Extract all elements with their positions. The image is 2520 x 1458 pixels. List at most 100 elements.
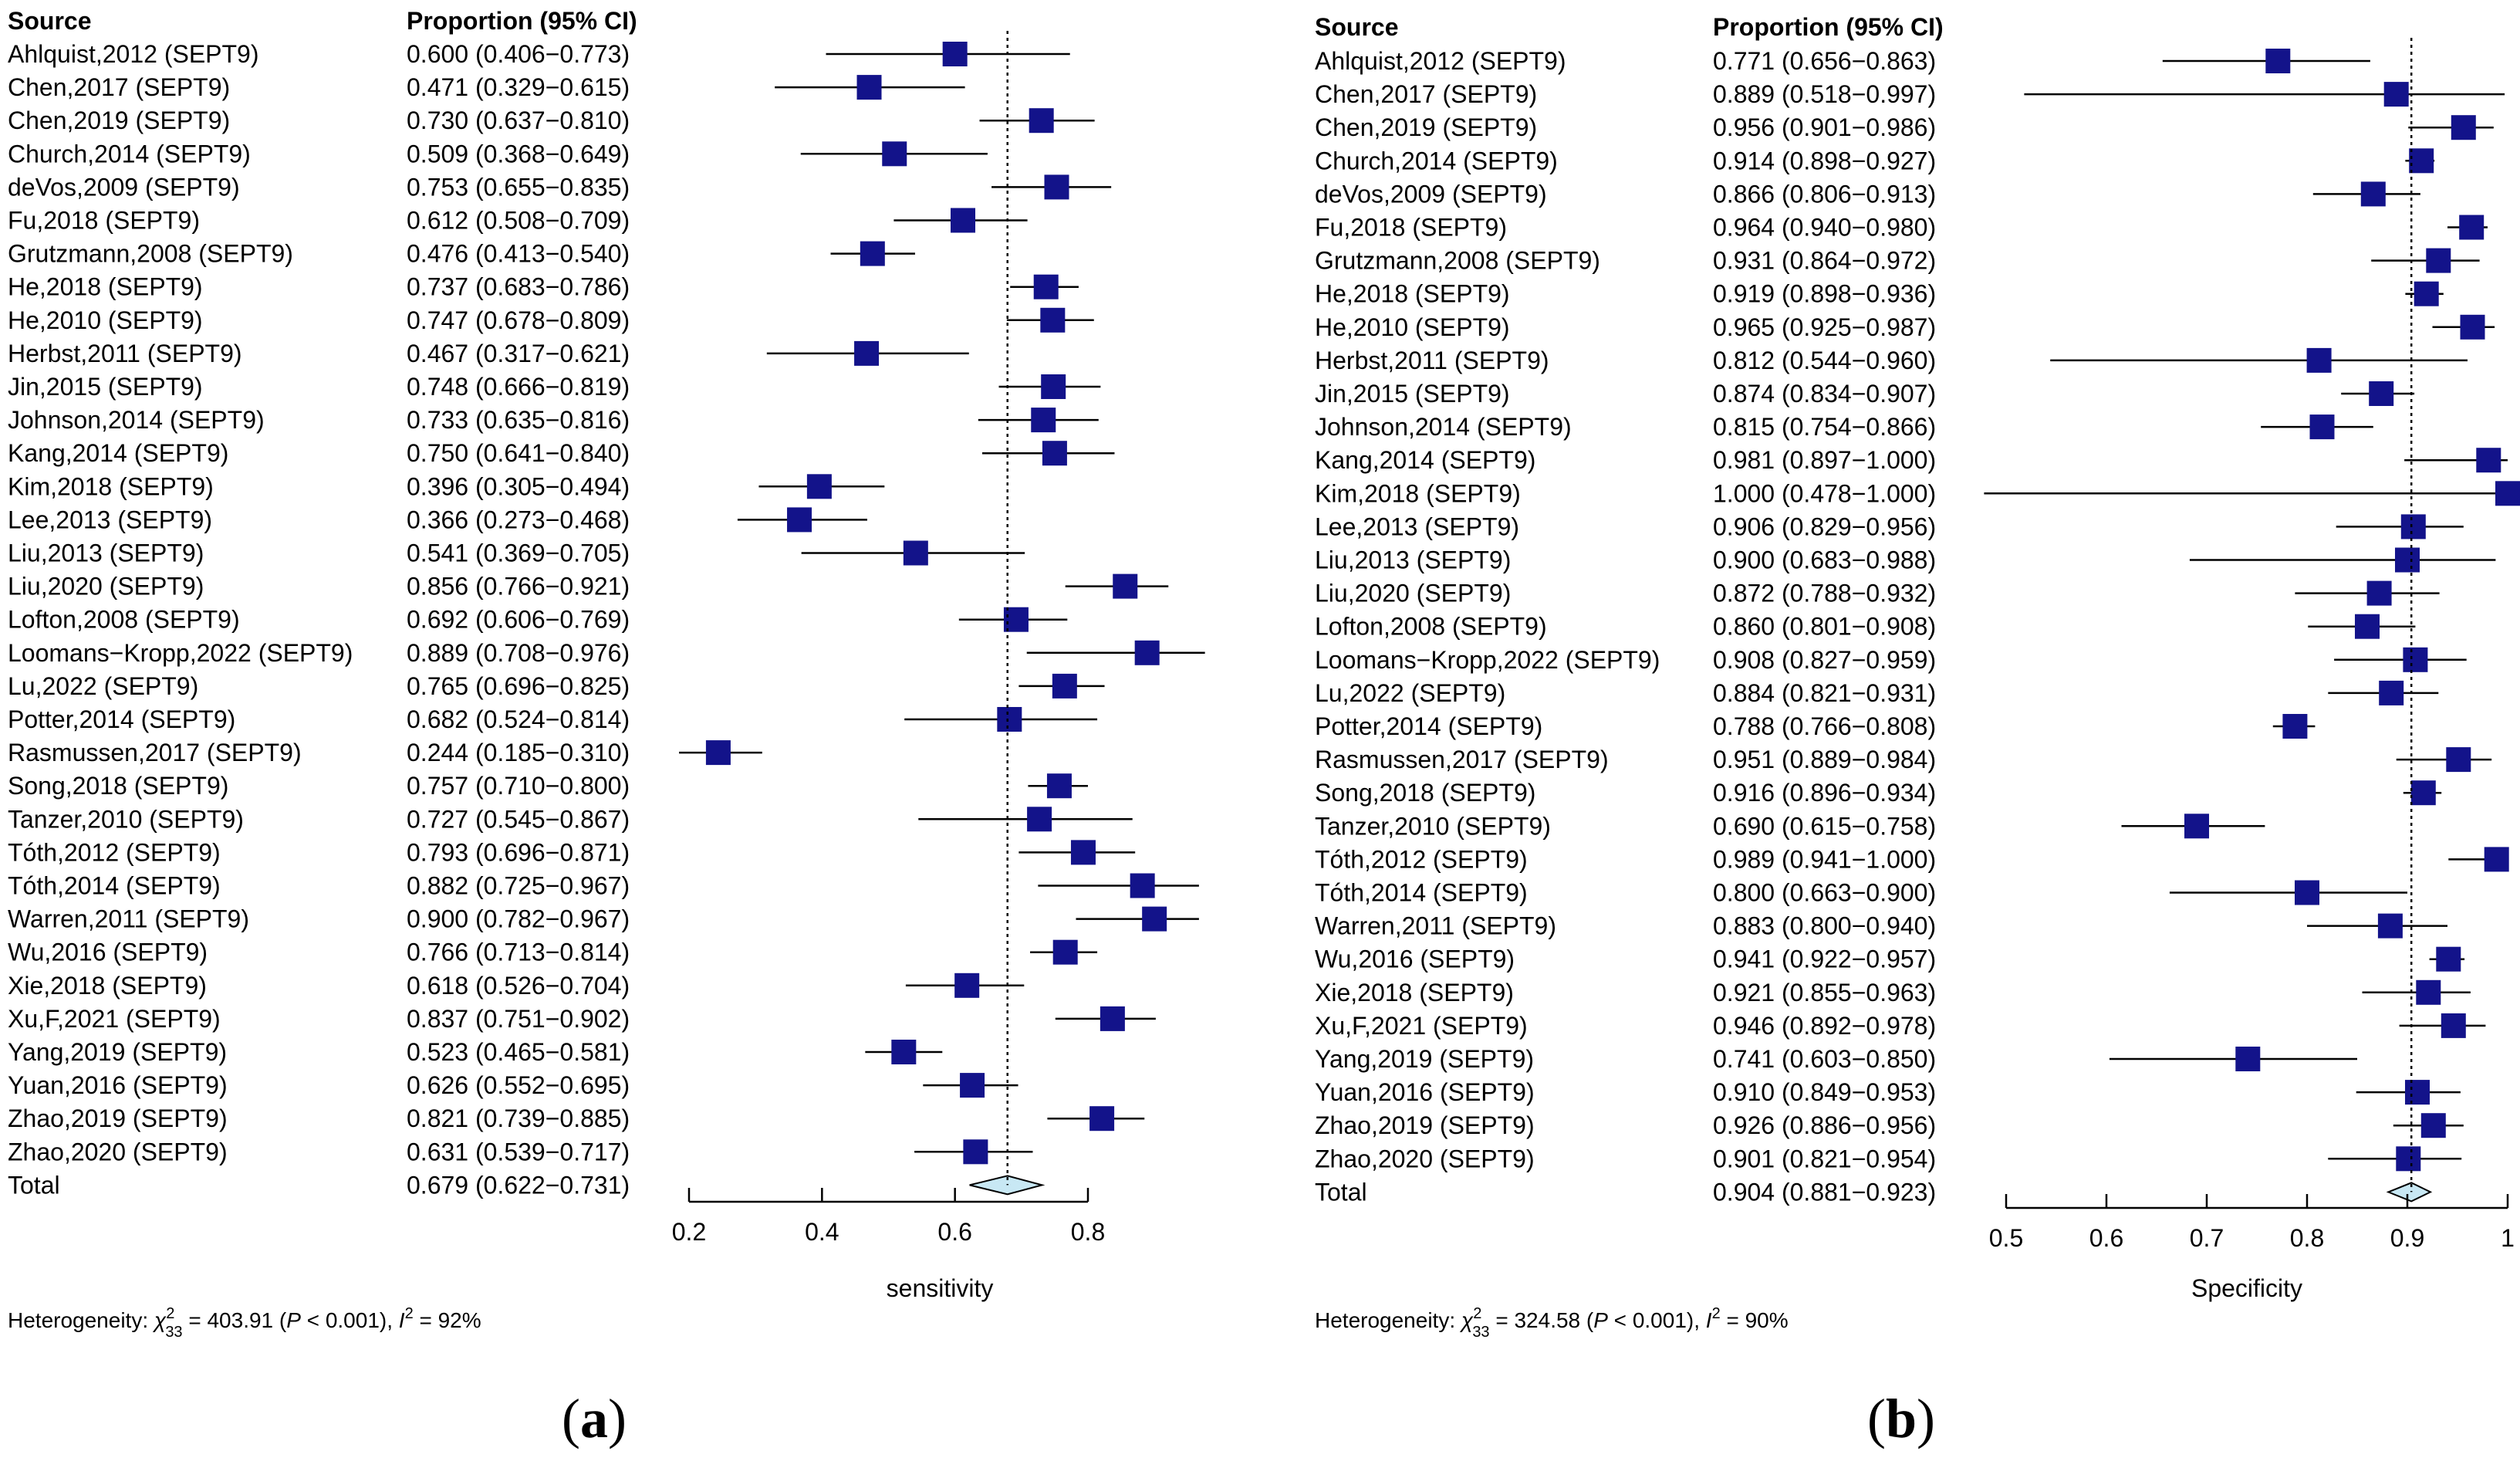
study-name: Grutzmann,2008 (SEPT9) [8,240,293,268]
study-name: Tóth,2014 (SEPT9) [8,872,221,900]
tick-label: 0.5 [1989,1224,2023,1252]
study-name: Zhao,2019 (SEPT9) [8,1104,228,1132]
point-estimate-marker [997,707,1022,732]
study-ci-text: 0.730 (0.637−0.810) [407,107,630,134]
point-estimate-marker [806,474,832,499]
tick-label: 0.2 [672,1218,706,1246]
study-ci-text: 0.244 (0.185−0.310) [407,739,630,766]
point-estimate-marker [2265,49,2291,73]
point-estimate-marker [2360,181,2386,207]
point-estimate-marker [1089,1106,1115,1132]
point-estimate-marker [963,1139,988,1165]
study-name: Church,2014 (SEPT9) [1315,147,1558,174]
point-estimate-marker [2400,514,2426,540]
point-estimate-marker [2395,547,2420,573]
study-name: Kim,2018 (SEPT9) [1315,479,1521,507]
point-estimate-marker [1052,939,1078,965]
point-estimate-marker [2309,414,2335,440]
study-name: He,2018 (SEPT9) [1315,280,1510,308]
study-name: Xie,2018 (SEPT9) [8,972,207,1000]
study-ci-text: 0.612 (0.508−0.709) [407,207,630,235]
study-ci-text: 0.874 (0.834−0.907) [1713,380,1936,408]
study-name: Tanzer,2010 (SEPT9) [1315,812,1551,840]
study-ci-text: 0.747 (0.678−0.809) [407,306,630,334]
point-estimate-marker [882,141,907,167]
point-estimate-marker [2476,448,2501,473]
study-ci-text: 0.837 (0.751−0.902) [407,1005,630,1033]
study-name: Zhao,2020 (SEPT9) [8,1138,228,1165]
tick-label: 0.6 [937,1218,971,1246]
study-ci-text: 0.626 (0.552−0.695) [407,1071,630,1099]
point-estimate-marker [960,1073,985,1098]
total-ci-text: 0.904 (0.881−0.923) [1713,1178,1936,1206]
point-estimate-marker [1142,906,1167,932]
study-ci-text: 0.916 (0.896−0.934) [1713,779,1936,807]
point-estimate-marker [1003,607,1029,632]
study-ci-text: 0.396 (0.305−0.494) [407,472,630,500]
study-ci-text: 0.856 (0.766−0.921) [407,573,630,600]
study-ci-text: 0.815 (0.754−0.866) [1713,413,1936,441]
study-ci-text: 0.509 (0.368−0.649) [407,140,630,167]
study-name: Xie,2018 (SEPT9) [1315,979,1514,1006]
point-estimate-marker [2235,1047,2261,1071]
point-estimate-marker [787,507,812,533]
study-name: Fu,2018 (SEPT9) [8,207,200,235]
tick-label: 0.9 [2390,1224,2424,1252]
source-header: Source [8,7,91,35]
panel-label-a: (a) [562,1388,627,1450]
study-name: Chen,2017 (SEPT9) [8,73,230,101]
study-rows: Ahlquist,2012 (SEPT9) 0.771 (0.656−0.863)… [1315,47,1936,1206]
study-ci-text: 0.692 (0.606−0.769) [407,606,630,634]
study-name: Zhao,2019 (SEPT9) [1315,1111,1535,1139]
study-name: Warren,2011 (SEPT9) [1315,912,1556,940]
study-ci-text: 0.900 (0.782−0.967) [407,905,630,933]
study-ci-text: 0.771 (0.656−0.863) [1713,47,1936,75]
point-estimate-marker [1113,573,1138,599]
point-estimate-marker [2414,281,2439,306]
study-name: Herbst,2011 (SEPT9) [1315,347,1549,374]
study-name: Yuan,2016 (SEPT9) [1315,1078,1535,1106]
point-estimate-marker [2282,714,2308,739]
study-ci-text: 0.941 (0.922−0.957) [1713,946,1936,973]
study-ci-text: 0.727 (0.545−0.867) [407,805,630,833]
study-name: Tóth,2012 (SEPT9) [8,838,221,866]
point-estimate-marker [2420,1113,2446,1138]
point-estimate-marker [954,973,980,998]
study-ci-text: 0.956 (0.901−0.986) [1713,113,1936,141]
point-estimate-marker [2459,215,2485,240]
study-name: Wu,2016 (SEPT9) [8,939,208,966]
forest-plot-sensitivity: Source Proportion (95% CI) Ahlquist,2012… [8,7,1205,1450]
point-estimate-marker [891,1040,917,1064]
study-ci-text: 0.733 (0.635−0.816) [407,406,630,434]
point-estimate-marker [1100,1006,1125,1031]
study-ci-text: 0.882 (0.725−0.967) [407,872,630,900]
study-name: Xu,F,2021 (SEPT9) [8,1005,221,1033]
study-name: He,2010 (SEPT9) [1315,313,1510,341]
tick-label: 1 [2501,1224,2515,1252]
study-ci-text: 0.931 (0.864−0.972) [1713,247,1936,275]
point-estimate-marker [1031,408,1056,433]
study-ci-text: 0.900 (0.683−0.988) [1713,546,1936,574]
point-estimate-marker [2377,913,2403,939]
point-estimate-marker [2369,381,2394,406]
study-name: Herbst,2011 (SEPT9) [8,340,242,367]
study-ci-text: 0.946 (0.892−0.978) [1713,1012,1936,1040]
point-estimate-marker [903,540,928,566]
point-estimate-marker [2495,481,2520,506]
study-name: Lee,2013 (SEPT9) [1315,512,1519,540]
study-name: Ahlquist,2012 (SEPT9) [8,40,259,68]
study-name: Lofton,2008 (SEPT9) [8,606,240,634]
study-name: Lu,2022 (SEPT9) [1315,679,1505,707]
point-estimate-marker [2396,1146,2421,1172]
study-ci-text: 0.366 (0.273−0.468) [407,506,630,533]
study-ci-text: 0.981 (0.897−1.000) [1713,446,1936,474]
point-estimate-marker [1052,673,1077,699]
plot-marks [1984,38,2520,1203]
point-estimate-marker [1070,840,1096,865]
point-estimate-marker [1041,374,1066,399]
proportion-header: Proportion (95% CI) [1713,13,1944,41]
study-ci-text: 0.757 (0.710−0.800) [407,772,630,800]
point-estimate-marker [2436,946,2461,972]
study-ci-text: 0.965 (0.925−0.987) [1713,313,1936,341]
